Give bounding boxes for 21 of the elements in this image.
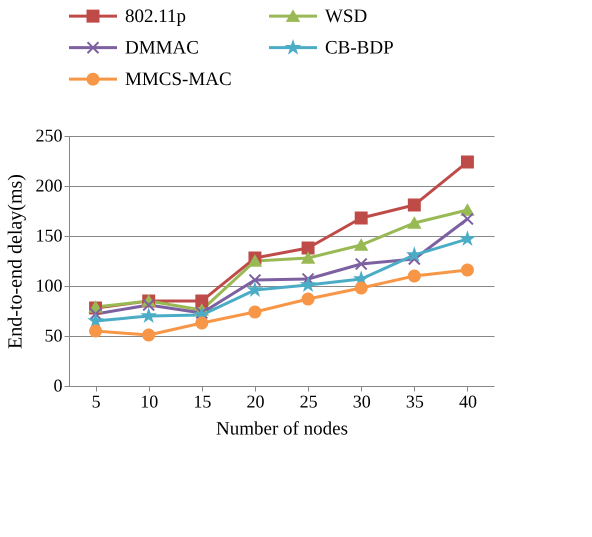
legend-label: DMMAC xyxy=(125,38,199,59)
x-tick-label: 25 xyxy=(300,392,318,412)
y-tick-label: 100 xyxy=(36,276,62,296)
legend-label: 802.11p xyxy=(125,6,186,28)
x-tick-label: 40 xyxy=(458,392,477,412)
x-tick-label: 20 xyxy=(246,392,264,412)
x-tick-label: 5 xyxy=(92,392,101,412)
y-tick-label: 150 xyxy=(36,226,62,246)
y-tick-label: 200 xyxy=(36,176,62,196)
legend-label: WSD xyxy=(325,6,368,28)
x-tick-label: 10 xyxy=(140,392,158,412)
y-axis-title: End-to-end delay(ms) xyxy=(4,174,26,349)
x-tick-label: 30 xyxy=(352,392,371,412)
legend-label: MMCS-MAC xyxy=(125,69,232,90)
y-tick-label: 0 xyxy=(54,376,62,396)
x-tick-label: 15 xyxy=(193,392,212,412)
y-tick-label: 250 xyxy=(36,126,62,146)
legend-label: CB-BDP xyxy=(325,38,394,59)
x-tick-label: 35 xyxy=(406,392,424,412)
x-axis-title: Number of nodes xyxy=(216,418,348,440)
y-tick-label: 50 xyxy=(44,326,62,346)
